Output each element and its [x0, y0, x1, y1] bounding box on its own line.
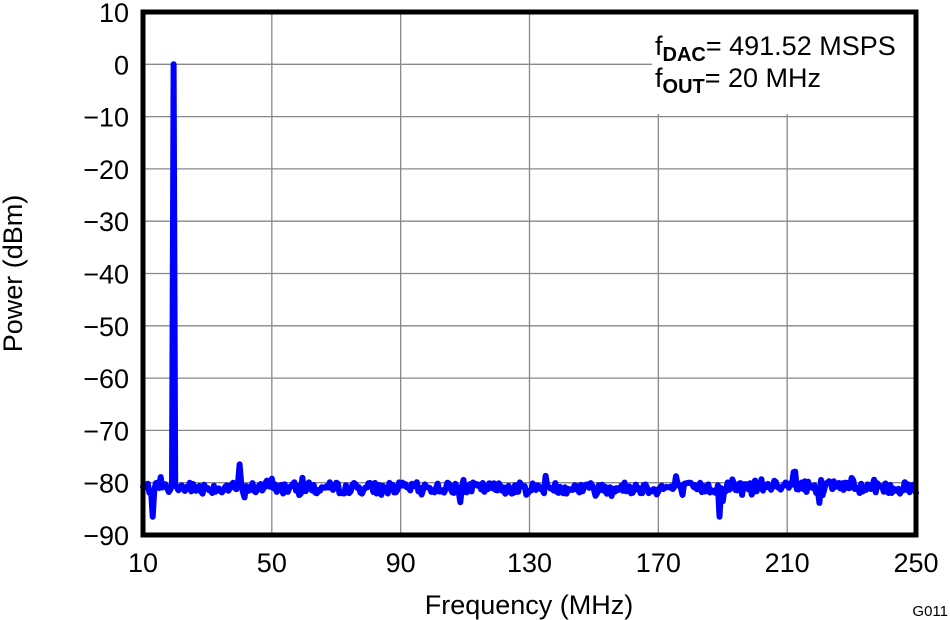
y-tick-label: −50: [83, 312, 129, 342]
annotation-line: fOUT= 20 MHz: [655, 63, 821, 98]
annotation-background: [652, 14, 914, 114]
y-tick-label: −60: [83, 364, 129, 394]
x-tick-label: 10: [128, 548, 158, 578]
y-tick-label: −30: [83, 207, 129, 237]
spectrum-line: [140, 61, 919, 520]
x-tick-label: 250: [893, 548, 938, 578]
x-tick-label: 210: [765, 548, 810, 578]
x-tick-label: 50: [257, 548, 287, 578]
y-tick-label: −10: [83, 103, 129, 133]
y-tick-label: −70: [83, 416, 129, 446]
y-tick-label: 10: [99, 0, 129, 28]
y-axis-label: Power (dBm): [0, 195, 28, 353]
y-tick-label: 0: [114, 50, 129, 80]
x-axis-label: Frequency (MHz): [425, 590, 634, 620]
x-tick-label: 90: [386, 548, 416, 578]
y-tick-label: −20: [83, 155, 129, 185]
figure-code: G011: [912, 603, 948, 620]
annotation-line: fDAC= 491.52 MSPS: [655, 31, 896, 66]
y-tick-label: −90: [83, 521, 129, 551]
spectrum-trace: [140, 61, 919, 520]
y-axis-ticks: 10 0 −10 −20 −30 −40 −50 −60 −70 −80 −90: [83, 0, 129, 551]
plot-frame: [140, 9, 919, 538]
y-tick-label: −80: [83, 469, 129, 499]
x-axis-ticks: 10 50 90 130 170 210 250: [128, 548, 939, 578]
x-tick-label: 170: [636, 548, 681, 578]
y-tick-label: −40: [83, 260, 129, 290]
x-tick-label: 130: [507, 548, 552, 578]
